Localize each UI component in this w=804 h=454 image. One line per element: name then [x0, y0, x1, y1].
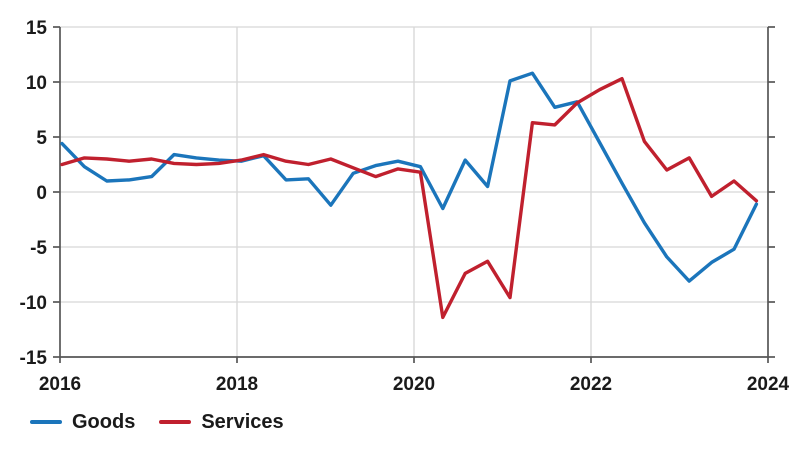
y-tick-label-0: 0	[36, 183, 47, 204]
y-tick-label-5: 5	[36, 128, 47, 149]
y-tick-label--15: -15	[20, 348, 48, 369]
x-tick-label-2024: 2024	[747, 374, 790, 395]
services-line-swatch	[159, 420, 192, 424]
legend-label-services: Services	[201, 411, 284, 433]
x-tick-label-2016: 2016	[39, 374, 81, 395]
y-tick-label-15: 15	[26, 18, 48, 39]
y-tick-label--10: -10	[20, 293, 47, 314]
y-tick-label-10: 10	[26, 73, 47, 94]
x-tick-label-2022: 2022	[570, 374, 612, 395]
goods-line	[60, 71, 759, 283]
legend-label-goods: Goods	[72, 411, 136, 433]
goods-vs-services-line-chart: 15 10 5 0 -5 -10 -15 2016 2018 2020 2022 2024	[20, 18, 790, 395]
goods-line-swatch	[30, 420, 62, 424]
x-tick-label-2018: 2018	[216, 374, 258, 395]
x-tick-label-2020: 2020	[393, 374, 435, 395]
y-tick-label--5: -5	[30, 238, 47, 259]
legend: Goods Services	[30, 412, 298, 432]
services-line	[60, 76, 759, 320]
